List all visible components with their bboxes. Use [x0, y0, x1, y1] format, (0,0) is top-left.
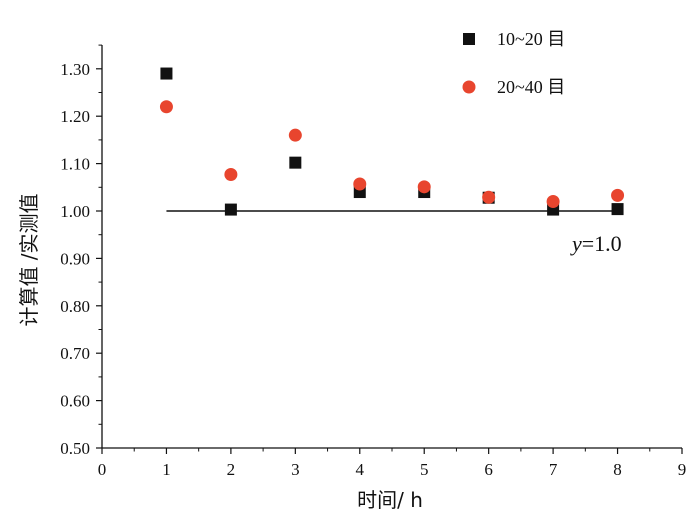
x-axis-title: 时间/ h	[357, 488, 423, 512]
data-point-circle	[159, 100, 173, 114]
y-tick-label: 0.60	[60, 392, 90, 411]
data-points	[159, 67, 625, 216]
y-tick-label: 1.00	[60, 202, 90, 221]
data-point-square	[611, 203, 624, 216]
x-tick-label: 3	[291, 460, 300, 479]
x-tick-label: 5	[420, 460, 429, 479]
x-tick-label: 2	[227, 460, 236, 479]
data-point-circle	[353, 177, 367, 191]
y-tick-label: 0.70	[60, 344, 90, 363]
data-point-square	[160, 67, 173, 80]
ticks: 0 1 2 3 4 5 6 7 8 9 0.50 0.60 0.70 0.80 0.90 1.00 1.10 1.…	[60, 44, 687, 479]
data-point-square	[289, 156, 302, 169]
y-tick-label: 1.10	[60, 155, 90, 174]
y-tick-label: 0.80	[60, 297, 90, 316]
reference-line-label-var: y	[570, 231, 582, 256]
x-tick-label: 8	[613, 460, 622, 479]
legend-label: 10~20 目	[497, 29, 565, 49]
x-tick-label: 7	[549, 460, 558, 479]
data-point-circle	[288, 128, 302, 142]
y-tick-label: 1.30	[60, 60, 90, 79]
reference-line-group: y=1.0	[166, 210, 622, 256]
data-point-circle	[482, 190, 496, 204]
data-point-circle	[224, 168, 238, 182]
legend: 10~20 目 20~40 目	[462, 29, 565, 97]
data-point-circle	[611, 188, 625, 202]
x-tick-label: 1	[162, 460, 171, 479]
x-tick-label: 9	[678, 460, 687, 479]
y-tick-label: 0.50	[60, 439, 90, 458]
y-axis-title: 计算值 /实测值	[17, 193, 41, 326]
x-tick-label: 0	[98, 460, 107, 479]
data-point-circle	[546, 195, 560, 209]
legend-marker-circle	[462, 80, 476, 94]
x-tick-label: 6	[484, 460, 493, 479]
data-point-square	[224, 203, 237, 216]
x-tick-label: 4	[356, 460, 365, 479]
legend-label: 20~40 目	[497, 77, 565, 97]
reference-line-label: y=1.0	[570, 231, 622, 256]
y-tick-label: 1.20	[60, 107, 90, 126]
data-point-circle	[417, 180, 431, 194]
y-tick-label: 0.90	[60, 249, 90, 268]
legend-marker-square	[463, 33, 475, 45]
reference-line-label-value: =1.0	[582, 231, 622, 256]
